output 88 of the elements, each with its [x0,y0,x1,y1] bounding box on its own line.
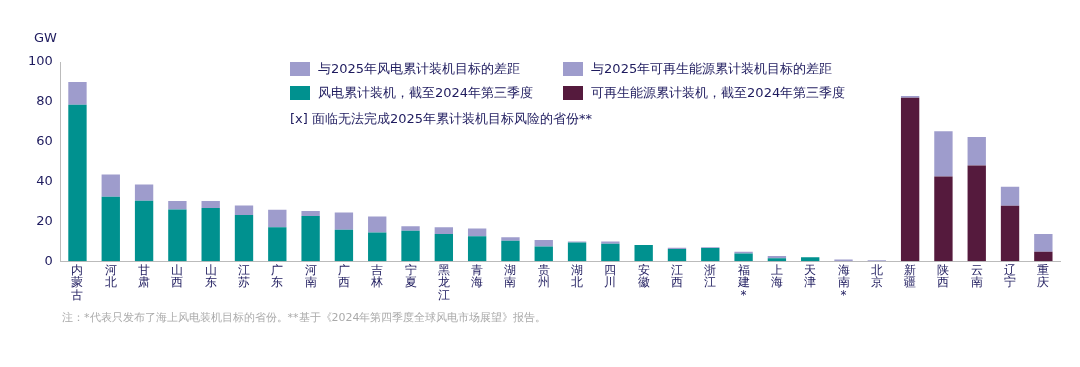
bar [401,226,420,231]
y-axis-title: GW [34,30,57,45]
x-tick-label: 北京 [870,262,883,290]
x-tick-label: 安徽 [637,262,650,290]
bar [134,184,154,201]
bar [334,212,354,230]
bar [401,230,420,262]
x-tick-label: 福建* [736,262,750,302]
x-tick-label: 浙江 [704,262,717,290]
x-tick-label: 山西 [171,262,184,290]
x-tick-label: 贵州 [537,262,550,290]
bar [567,242,587,262]
x-tick-label: 甘肃 [138,262,151,290]
x-tick-label: 海南* [837,262,850,302]
y-tick-label: 40 [36,172,53,188]
x-tick-label: 湖南 [504,262,517,290]
bar [168,209,187,262]
bar [301,211,320,216]
y-tick-label: 20 [36,212,53,228]
bar [168,201,187,210]
bar [234,205,254,215]
bar [934,176,953,262]
x-tick-label: 云南 [970,262,983,290]
bar [201,208,220,262]
bar [501,237,520,241]
x-tick-label: 四川 [604,262,617,290]
x-tick-label: 湖北 [571,262,584,290]
bar [368,232,387,262]
y-tick-label: 0 [44,252,53,268]
x-tick-label: 宁夏 [404,262,417,290]
bar [667,249,687,262]
legend-label: 风电累计装机，截至2024年第三季度 [318,84,534,102]
bar [1034,251,1053,262]
x-tick-label: 天津 [804,262,817,290]
legend-label: 与2025年可再生能源累计装机目标的差距 [591,60,833,78]
bar [268,209,287,228]
x-tick-label: 青海 [471,262,484,290]
x-tick-label: 内蒙古 [71,262,84,302]
bar [501,240,520,262]
bar [134,200,154,262]
x-tick-label: 上海 [770,262,783,290]
text: 注：*代表只发布了海上风电装机目标的省份。**基于《2024年第四季度全球风电市场展望》报告。 [62,310,547,325]
bar [301,215,320,262]
x-tick-label: 广西 [337,262,350,290]
bar [534,246,553,262]
bar [368,216,387,233]
x-tick-label: 吉林 [370,262,384,290]
x-tick-label: 山东 [204,262,217,290]
bar [434,227,454,235]
bar [900,97,920,262]
bar [201,201,220,209]
x-tick-label: 黑龙江 [437,262,450,302]
x-tick-label: 广东 [271,262,284,290]
bar [101,174,120,197]
legend-label: 可再生能源累计装机，截至2024年第三季度 [591,84,846,102]
y-tick-label: 80 [36,93,53,109]
bar [1000,205,1020,262]
x-tick-label: 江西 [670,262,683,290]
bar [234,214,254,262]
legend-label: 与2025年风电累计装机目标的差距 [318,60,521,78]
bar [334,229,354,262]
x-tick-label: 陕西 [937,262,950,290]
x-tick-label: 新疆 [904,262,917,290]
bar [967,165,986,262]
bar [1000,186,1020,206]
bar [68,104,87,262]
bar [634,245,653,262]
bar [934,131,953,177]
bar [701,248,720,262]
bar [434,234,454,262]
y-tick-label: 100 [27,53,53,69]
bar [734,253,753,262]
x-tick-label: 辽宁 [1004,262,1017,290]
x-tick-label: 河南 [304,262,317,290]
bar [601,243,620,262]
bar [967,136,986,166]
bar [601,241,620,244]
x-tick-label: 重庆 [1037,262,1050,290]
bar [1034,234,1053,252]
bar [268,227,287,262]
bar [467,236,487,262]
annotation: [x] 面临无法完成2025年累计装机目标风险的省份** [290,110,593,128]
x-tick-label: 江苏 [238,262,250,290]
x-tick-label: 河北 [104,262,117,290]
bar [801,257,820,262]
bar [101,196,120,262]
bar [68,82,87,105]
y-tick-label: 60 [36,133,53,149]
